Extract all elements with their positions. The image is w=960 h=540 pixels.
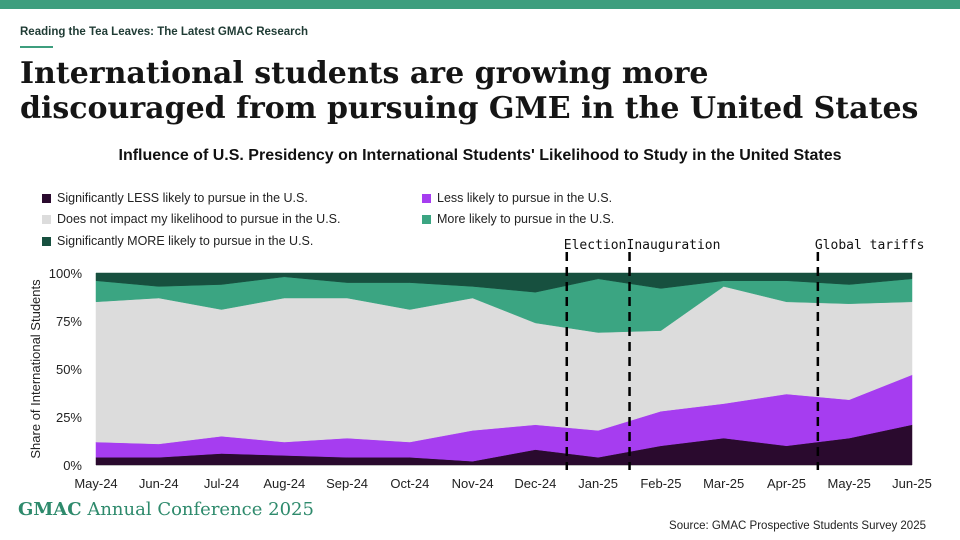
x-tick-label: Sep-24 bbox=[326, 476, 368, 491]
legend-label: Less likely to pursue in the U.S. bbox=[437, 191, 613, 205]
annotation-label: Inauguration bbox=[627, 238, 721, 253]
legend-item-no-impact: Does not impact my likelihood to pursue … bbox=[42, 212, 340, 226]
annotation-label: Global tariffs bbox=[815, 238, 925, 253]
y-tick-label: 75% bbox=[56, 314, 82, 329]
legend-label: Significantly LESS likely to pursue in t… bbox=[57, 191, 308, 205]
legend-swatch bbox=[422, 193, 431, 203]
legend-swatch bbox=[422, 214, 431, 224]
x-tick-label: Jun-25 bbox=[892, 476, 932, 491]
x-tick-label: Jun-24 bbox=[139, 476, 179, 491]
y-axis-label: Share of International Students bbox=[28, 279, 43, 459]
x-tick-label: Nov-24 bbox=[452, 476, 494, 491]
eyebrow-rule bbox=[20, 46, 53, 48]
footer-brand-rest: Annual Conference 2025 bbox=[87, 499, 314, 520]
slide-headline: International students are growing more … bbox=[20, 56, 919, 126]
x-tick-label: Feb-25 bbox=[640, 476, 681, 491]
source-note: Source: GMAC Prospective Students Survey… bbox=[669, 520, 926, 532]
x-tick-label: Mar-25 bbox=[703, 476, 744, 491]
x-tick-label: Oct-24 bbox=[390, 476, 429, 491]
legend-label: Significantly MORE likely to pursue in t… bbox=[57, 234, 314, 248]
x-tick-label: May-24 bbox=[74, 476, 117, 491]
top-accent-bar bbox=[0, 0, 960, 9]
x-tick-label: May-25 bbox=[828, 476, 871, 491]
legend-item-sig-less: Significantly LESS likely to pursue in t… bbox=[42, 191, 308, 205]
eyebrow-title: Reading the Tea Leaves: The Latest GMAC … bbox=[20, 26, 309, 38]
legend-swatch bbox=[42, 214, 51, 224]
x-tick-label: Apr-25 bbox=[767, 476, 806, 491]
footer-brand-bold: GMAC bbox=[18, 499, 82, 520]
footer-brand: GMAC Annual Conference 2025 bbox=[18, 499, 314, 520]
legend-item-sig-more: Significantly MORE likely to pursue in t… bbox=[42, 234, 313, 248]
legend-swatch bbox=[42, 236, 51, 246]
x-tick-label: Jul-24 bbox=[204, 476, 239, 491]
legend-item-less: Less likely to pursue in the U.S. bbox=[422, 191, 612, 205]
x-tick-label: Jan-25 bbox=[578, 476, 618, 491]
area-series-5 bbox=[95, 272, 913, 293]
x-tick-label: Dec-24 bbox=[514, 476, 556, 491]
legend-swatch bbox=[42, 193, 51, 203]
y-tick-label: 50% bbox=[56, 362, 82, 377]
x-tick-label: Aug-24 bbox=[263, 476, 305, 491]
chart-title: Influence of U.S. Presidency on Internat… bbox=[118, 147, 842, 164]
y-tick-label: 0% bbox=[63, 458, 82, 473]
annotation-label: Election bbox=[564, 238, 627, 253]
y-tick-label: 100% bbox=[49, 266, 83, 281]
y-tick-label: 25% bbox=[56, 410, 82, 425]
legend-label: Does not impact my likelihood to pursue … bbox=[57, 212, 341, 226]
legend-item-more: More likely to pursue in the U.S. bbox=[422, 212, 614, 226]
legend-label: More likely to pursue in the U.S. bbox=[437, 212, 615, 226]
